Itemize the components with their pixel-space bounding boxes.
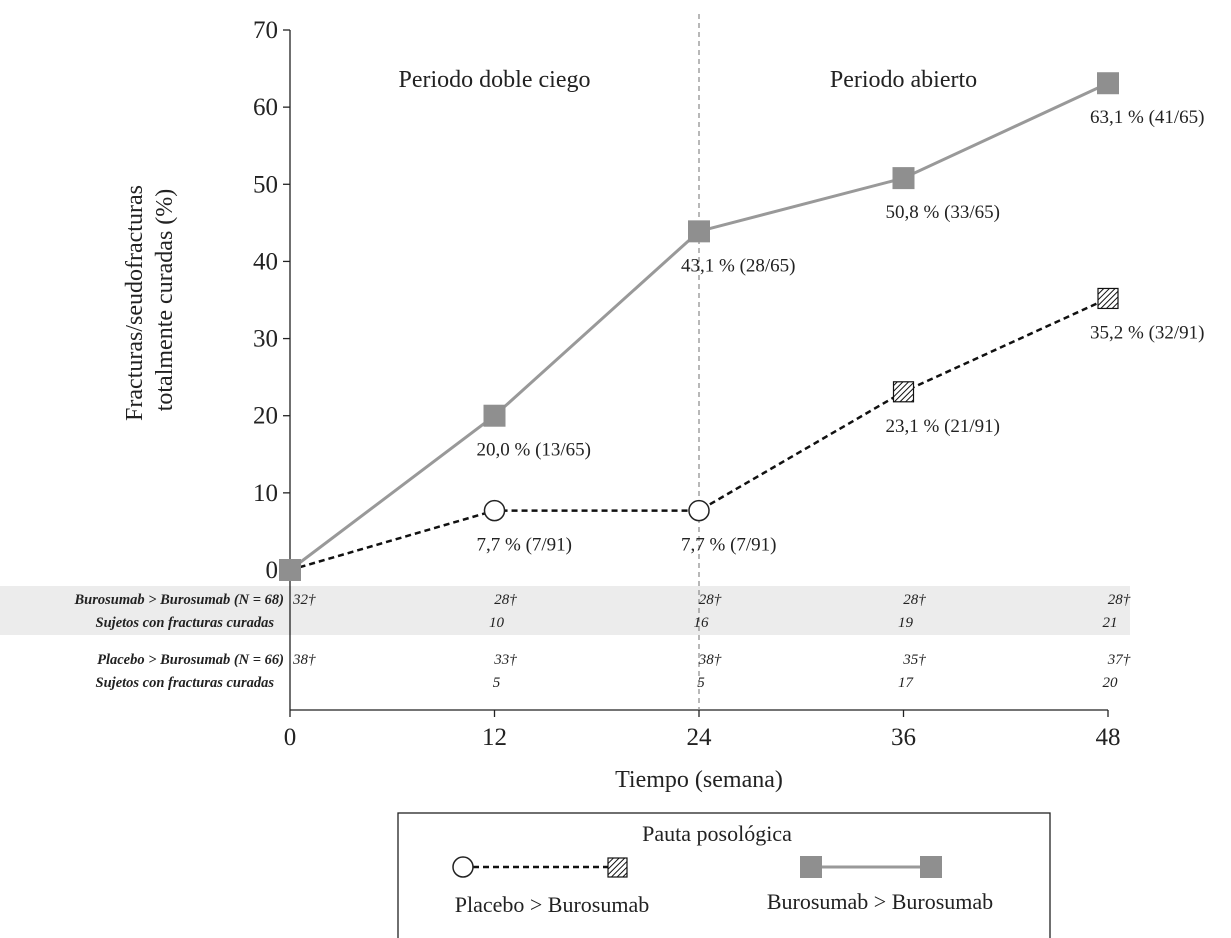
risk-cell: 38† (292, 652, 316, 668)
risk-cell: 17 (898, 675, 915, 691)
y-tick-label: 50 (253, 171, 278, 198)
x-axis-title: Tiempo (semana) (615, 767, 783, 793)
risk-cell: 10 (489, 615, 505, 631)
risk-row-subtitle: Sujetos con fracturas curadas (96, 615, 275, 631)
risk-cell: 16 (694, 615, 710, 631)
data-label: 7,7 % (7/91) (681, 535, 777, 556)
data-point (483, 404, 506, 427)
risk-cell: 28† (903, 592, 926, 608)
y-axis-title-line-2: totalmente curadas (%) (152, 189, 178, 412)
x-tick-label: 24 (687, 724, 713, 751)
y-tick-label: 20 (253, 403, 278, 430)
data-label: 7,7 % (7/91) (477, 535, 573, 556)
y-tick-label: 0 (266, 557, 279, 584)
legend-swatch-burosumab (800, 856, 942, 878)
risk-cell: 37† (1107, 652, 1131, 668)
legend-label-burosumab: Burosumab > Burosumab (767, 889, 993, 914)
y-tick-label: 60 (253, 94, 278, 121)
data-label: 23,1 % (21/91) (886, 416, 1001, 437)
x-tick-label: 36 (891, 724, 916, 751)
data-label: 63,1 % (41/65) (1090, 107, 1205, 128)
data-labels: 20,0 % (13/65) 43,1 % (28/65) 50,8 % (33/6… (477, 107, 1205, 555)
y-axis-title-line-1: Fracturas/seudofracturas (122, 185, 148, 421)
period-labels: Periodo doble ciego Periodo abierto (399, 67, 978, 93)
legend: Pauta posológica Placebo > Burosumab Bur… (397, 812, 1051, 938)
data-point (279, 559, 301, 581)
y-tick-label: 30 (253, 326, 278, 353)
x-ticks: 0 12 24 36 48 (284, 710, 1121, 751)
y-tick-label: 40 (253, 248, 278, 275)
risk-table-band (0, 586, 1130, 635)
legend-burosumab-marker-right (920, 856, 942, 878)
data-point (1097, 287, 1119, 310)
risk-cell: 28† (699, 592, 722, 608)
x-tick-label: 12 (482, 724, 507, 751)
legend-swatch-placebo (452, 856, 628, 878)
period-label: Periodo abierto (830, 67, 977, 93)
risk-row-name: Burosumab > Burosumab (N = 68) (73, 592, 284, 608)
data-label: 43,1 % (28/65) (681, 255, 796, 276)
legend-label-placebo: Placebo > Burosumab (455, 892, 650, 917)
risk-cell: 35† (902, 652, 926, 668)
y-axis-title: Fracturas/seudofracturas totalmente cura… (122, 179, 178, 421)
data-point (688, 220, 710, 243)
risk-cell: 19 (898, 615, 914, 631)
risk-row-name: Placebo > Burosumab (N = 66) (97, 652, 284, 668)
y-tick-label: 10 (253, 480, 278, 507)
series-line (289, 81, 1109, 572)
y-tick-label: 70 (253, 17, 278, 44)
data-label: 20,0 % (13/65) (477, 440, 592, 461)
risk-row-subtitle: Sujetos con fracturas curadas (96, 675, 275, 691)
risk-cell: 28† (1108, 592, 1131, 608)
x-tick-label: 48 (1096, 724, 1121, 751)
risk-cell: 33† (493, 652, 517, 668)
data-label: 35,2 % (32/91) (1090, 322, 1205, 343)
legend-title: Pauta posológica (642, 821, 792, 846)
data-point (892, 167, 915, 190)
risk-table: Burosumab > Burosumab (N = 68) Sujetos co… (73, 592, 1130, 691)
data-point (688, 499, 710, 522)
risk-cell: 20 (1103, 675, 1119, 691)
data-point (483, 499, 506, 522)
legend-placebo-circle-marker (452, 856, 474, 878)
legend-placebo-hatched-marker (607, 857, 628, 878)
risk-cell: 38† (698, 652, 722, 668)
data-point (1097, 72, 1119, 95)
risk-cell: 28† (494, 592, 517, 608)
risk-cell: 5 (697, 675, 705, 691)
data-point (892, 381, 915, 403)
legend-burosumab-marker-left (800, 856, 822, 878)
risk-cell: 21 (1103, 615, 1118, 631)
series-layer (279, 72, 1119, 581)
y-ticks: 0 10 20 30 40 50 60 70 (253, 17, 290, 584)
series-line (289, 297, 1109, 572)
risk-cell: 5 (493, 675, 501, 691)
legend-box (397, 812, 1051, 938)
x-tick-label: 0 (284, 724, 297, 751)
period-label: Periodo doble ciego (399, 67, 591, 93)
risk-cell: 32† (292, 592, 316, 608)
data-label: 50,8 % (33/65) (886, 202, 1001, 223)
